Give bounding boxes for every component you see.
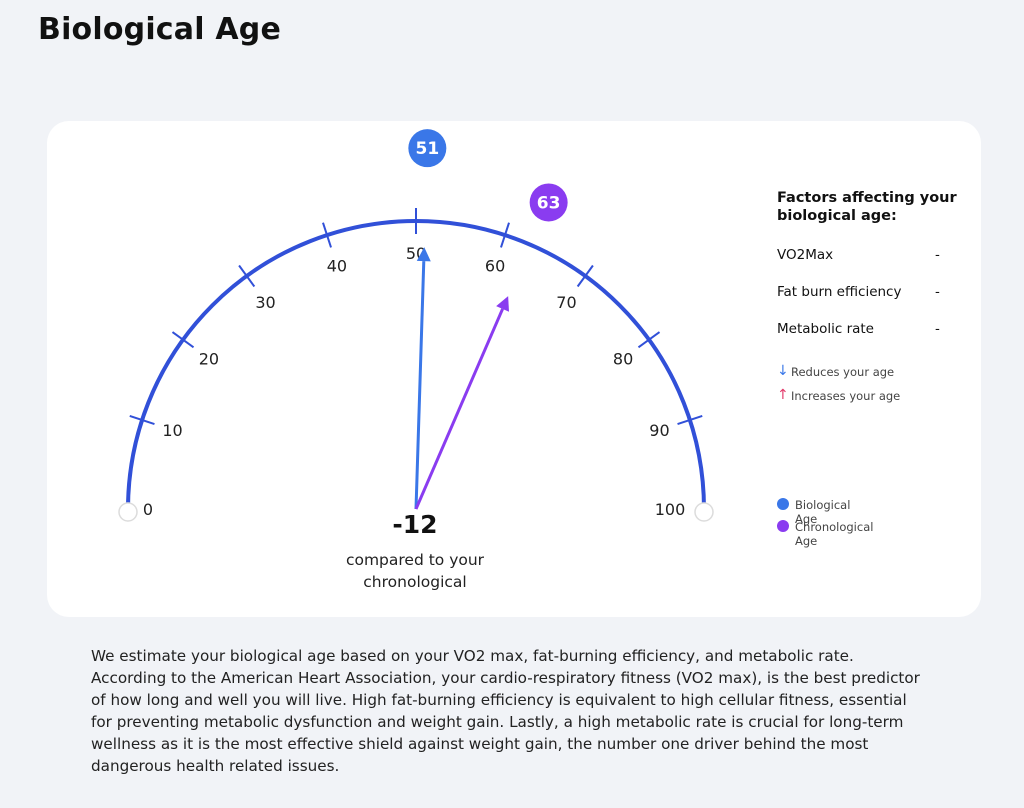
factor-row-metabolic-rate: Metabolic rate - bbox=[777, 321, 977, 358]
reduces-label: Reduces your age bbox=[791, 365, 895, 379]
chronological-age-badge bbox=[529, 183, 568, 222]
factor-name: Metabolic rate bbox=[777, 321, 874, 337]
gauge-tick-label: 10 bbox=[162, 421, 182, 440]
gauge-tick-label: 80 bbox=[613, 350, 633, 369]
gauge-tick-label: 70 bbox=[556, 293, 576, 312]
gauge-tick bbox=[129, 415, 155, 425]
factor-name: Fat burn efficiency bbox=[777, 284, 902, 300]
increases-label: Increases your age bbox=[791, 389, 901, 403]
arrow-down-icon: ↓ bbox=[777, 363, 789, 379]
caption-line-2: chronological bbox=[363, 573, 467, 591]
factor-value: - bbox=[935, 284, 940, 300]
gauge-tick bbox=[171, 331, 195, 349]
gauge-tick-label: 0 bbox=[143, 500, 153, 519]
factor-value: - bbox=[935, 321, 940, 337]
gauge-start-cap bbox=[118, 502, 138, 522]
increases-legend: ↑ Increases your age bbox=[777, 388, 977, 412]
chronological-dot-icon bbox=[777, 520, 789, 532]
factor-row-fat-burn: Fat burn efficiency - bbox=[777, 284, 977, 321]
gauge-tick bbox=[238, 264, 256, 288]
page-title: Biological Age bbox=[38, 12, 282, 47]
factors-title-line-2: biological age: bbox=[777, 208, 897, 224]
gauge-tick-label: 20 bbox=[199, 350, 219, 369]
gauge-tick-label: 60 bbox=[485, 257, 505, 276]
chronological-age-needle-head bbox=[496, 296, 510, 312]
gauge-tick-label: 90 bbox=[649, 421, 669, 440]
gauge-end-cap bbox=[694, 502, 714, 522]
biological-age-needle-head bbox=[416, 247, 431, 262]
legend-label: Chronological Age bbox=[795, 520, 874, 548]
factors-title-line-1: Factors affecting your bbox=[777, 190, 957, 206]
gauge-tick bbox=[322, 222, 332, 248]
biological-age-card: 0 10 20 30 40 50 60 70 80 90 100 51 63 -12 compared … bbox=[47, 121, 981, 617]
caption-line-1: compared to your bbox=[345, 551, 485, 569]
description-text: We estimate your biological age based on… bbox=[91, 647, 920, 775]
chronological-age-needle bbox=[414, 308, 504, 510]
age-difference-value: -12 bbox=[392, 510, 438, 539]
factor-value: - bbox=[935, 247, 940, 263]
factor-name: VO2Max bbox=[777, 247, 834, 263]
reduces-legend: ↓ Reduces your age bbox=[777, 364, 977, 388]
biological-age-needle bbox=[414, 261, 426, 510]
biological-dot-icon bbox=[777, 498, 789, 510]
factors-title: Factors affecting your biological age: bbox=[777, 189, 977, 225]
gauge-tick bbox=[637, 331, 661, 349]
gauge-tick bbox=[500, 222, 510, 248]
biological-age-badge bbox=[408, 129, 447, 168]
biological-age-badge-value: 51 bbox=[416, 139, 440, 159]
gauge-tick bbox=[576, 264, 594, 288]
arrow-up-icon: ↑ bbox=[777, 387, 789, 403]
factors-panel: Factors affecting your biological age: V… bbox=[777, 189, 977, 412]
gauge-tick-label: 30 bbox=[255, 293, 275, 312]
factor-row-vo2max: VO2Max - bbox=[777, 247, 977, 284]
gauge-tick bbox=[677, 415, 703, 425]
chronological-age-badge-value: 63 bbox=[537, 193, 561, 213]
gauge-tick-label: 40 bbox=[327, 257, 347, 276]
legend-label: Biological Age bbox=[795, 498, 851, 526]
age-difference-caption: compared to your chronological bbox=[315, 549, 515, 593]
gauge-tick-label: 100 bbox=[655, 500, 686, 519]
